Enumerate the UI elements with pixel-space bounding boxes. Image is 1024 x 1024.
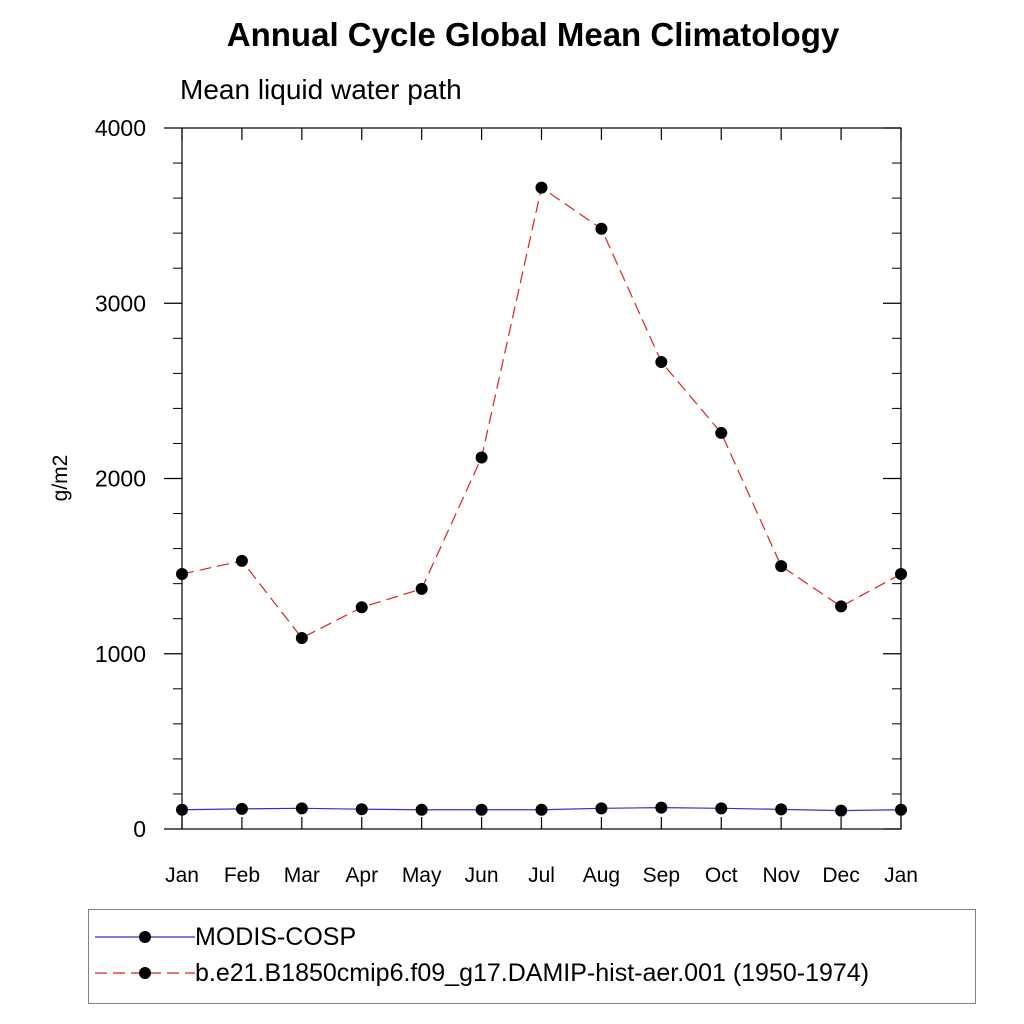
y-axis-label: g/m2 <box>49 455 72 502</box>
data-point <box>176 803 188 816</box>
x-tick-label: May <box>402 864 442 887</box>
data-point <box>415 582 428 595</box>
data-point <box>835 804 848 817</box>
x-tick-label: Dec <box>822 864 859 887</box>
data-point <box>475 451 488 464</box>
data-point <box>655 801 668 814</box>
x-tick-label: Jan <box>165 864 199 887</box>
y-tick-label: 3000 <box>95 290 146 316</box>
data-point <box>535 803 548 816</box>
data-point <box>775 803 788 816</box>
data-point <box>895 568 907 581</box>
data-point <box>295 631 308 644</box>
data-point <box>715 802 728 815</box>
x-tick-label: Nov <box>762 864 800 887</box>
axes: Jan Feb Mar Apr May Jun Jul Aug Sep Oct Nov Dec Jan 0… <box>95 115 918 887</box>
y-tick-label: 2000 <box>95 466 146 492</box>
data-point <box>415 803 428 816</box>
x-tick-label: Sep <box>643 864 680 887</box>
legend: MODIS-COSP b.e21.B1850cmip6.f09_g17.DAMI… <box>88 909 976 1004</box>
x-tick-label: Feb <box>224 864 260 887</box>
data-point <box>595 802 608 815</box>
legend-label-modis: MODIS-COSP <box>195 923 357 951</box>
series-layer <box>176 181 907 817</box>
data-point <box>895 803 907 816</box>
x-tick-label: Jul <box>528 864 555 887</box>
data-point <box>595 222 608 235</box>
x-tick-label: Oct <box>705 864 738 887</box>
legend-swatch-modis <box>95 931 195 943</box>
x-tick-label: Jun <box>465 864 499 887</box>
data-point <box>475 803 488 816</box>
data-point <box>176 568 188 581</box>
legend-label-cesm: b.e21.B1850cmip6.f09_g17.DAMIP-hist-aer.… <box>195 959 870 987</box>
data-point <box>835 600 848 613</box>
chart-subtitle: Mean liquid water path <box>180 74 462 105</box>
chart-title: Annual Cycle Global Mean Climatology <box>227 16 840 53</box>
x-tick-label: Apr <box>345 864 378 887</box>
data-point <box>235 802 248 815</box>
data-point <box>295 802 308 815</box>
y-tick-label: 0 <box>133 816 146 842</box>
data-point <box>715 426 728 439</box>
data-point <box>355 803 368 816</box>
data-point <box>235 554 248 567</box>
x-tick-label: Mar <box>284 864 320 887</box>
x-tick-label: Aug <box>583 864 620 887</box>
legend-marker-icon <box>139 967 151 979</box>
plot-frame <box>181 127 902 830</box>
series-line <box>181 186 902 639</box>
legend-marker-icon <box>139 931 151 943</box>
data-point <box>355 601 368 614</box>
y-tick-label: 1000 <box>95 641 146 667</box>
x-tick-label: Jan <box>884 864 918 887</box>
legend-swatch-cesm <box>95 967 195 979</box>
data-point <box>535 181 548 194</box>
data-point <box>655 355 668 368</box>
y-tick-label: 4000 <box>95 115 146 141</box>
data-point <box>775 560 788 573</box>
